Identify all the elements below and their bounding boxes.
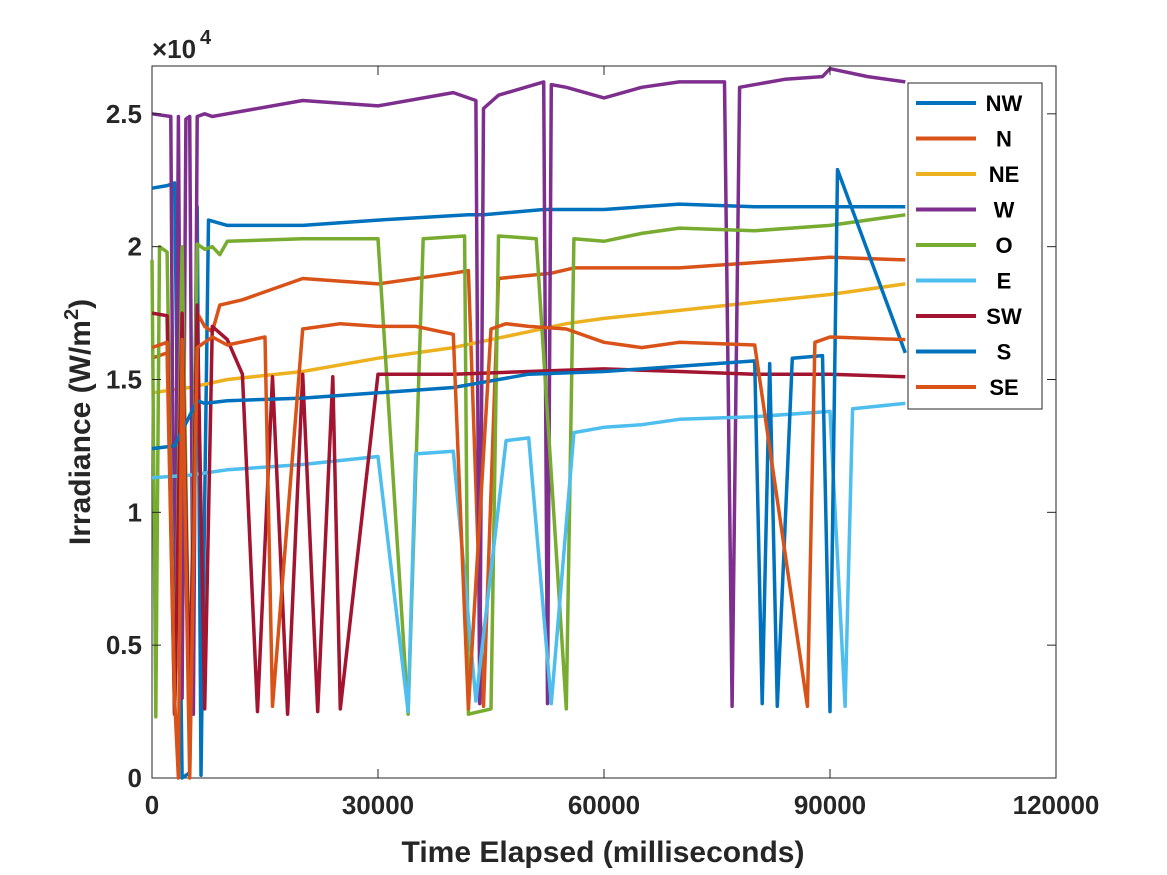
- x-tick-label: 120000: [1013, 790, 1100, 820]
- series-line-w: [151, 66, 906, 716]
- legend-label-nw: NW: [986, 91, 1023, 116]
- tick-layer: 0 30000 60000 90000 120000 0 0.5 1 1.5 2 2.5: [106, 66, 1100, 820]
- y-axis-title-superscript: 2: [61, 309, 83, 320]
- x-tick-label: 60000: [568, 790, 640, 820]
- legend-label-ne: NE: [989, 162, 1020, 187]
- series-line-se: [151, 321, 906, 780]
- y-tick-label: 0: [128, 763, 142, 793]
- y-tick-label: 1.5: [106, 364, 142, 394]
- legend-label-e: E: [997, 269, 1012, 294]
- legend: NW N NE WOE SW S SE: [907, 82, 1043, 410]
- x-tick-label: 30000: [342, 790, 414, 820]
- y-multiplier: ×10 4: [152, 27, 212, 64]
- y-tick-label: 2.5: [106, 99, 142, 129]
- y-axis-title-close: ): [64, 299, 97, 309]
- x-axis-title: Time Elapsed (milliseconds): [402, 836, 805, 869]
- y-multiplier-base: ×10: [152, 34, 196, 64]
- series-line-nw: [151, 181, 906, 780]
- series-layer: [150, 66, 907, 780]
- legend-label-sw: SW: [986, 304, 1022, 329]
- legend-label-o: O: [995, 233, 1012, 258]
- plot-area: [151, 65, 1057, 779]
- x-tick-label: 90000: [794, 790, 866, 820]
- y-tick-label: 2: [128, 232, 142, 262]
- legend-label-w: W: [994, 198, 1015, 223]
- legend-label-s: S: [997, 340, 1012, 365]
- y-tick-label: 1: [128, 497, 142, 527]
- series-line-s: [151, 167, 907, 714]
- legend-label-se: SE: [989, 375, 1018, 400]
- x-tick-label: 0: [145, 790, 159, 820]
- legend-label-n: N: [996, 127, 1012, 152]
- y-tick-label: 0.5: [106, 630, 142, 660]
- y-axis-title-main: Irradiance (W/m: [64, 320, 97, 545]
- y-multiplier-exponent: 4: [200, 27, 212, 49]
- series-line-ne: [151, 282, 906, 395]
- y-axis-title: Irradiance (W/m2): [61, 299, 97, 545]
